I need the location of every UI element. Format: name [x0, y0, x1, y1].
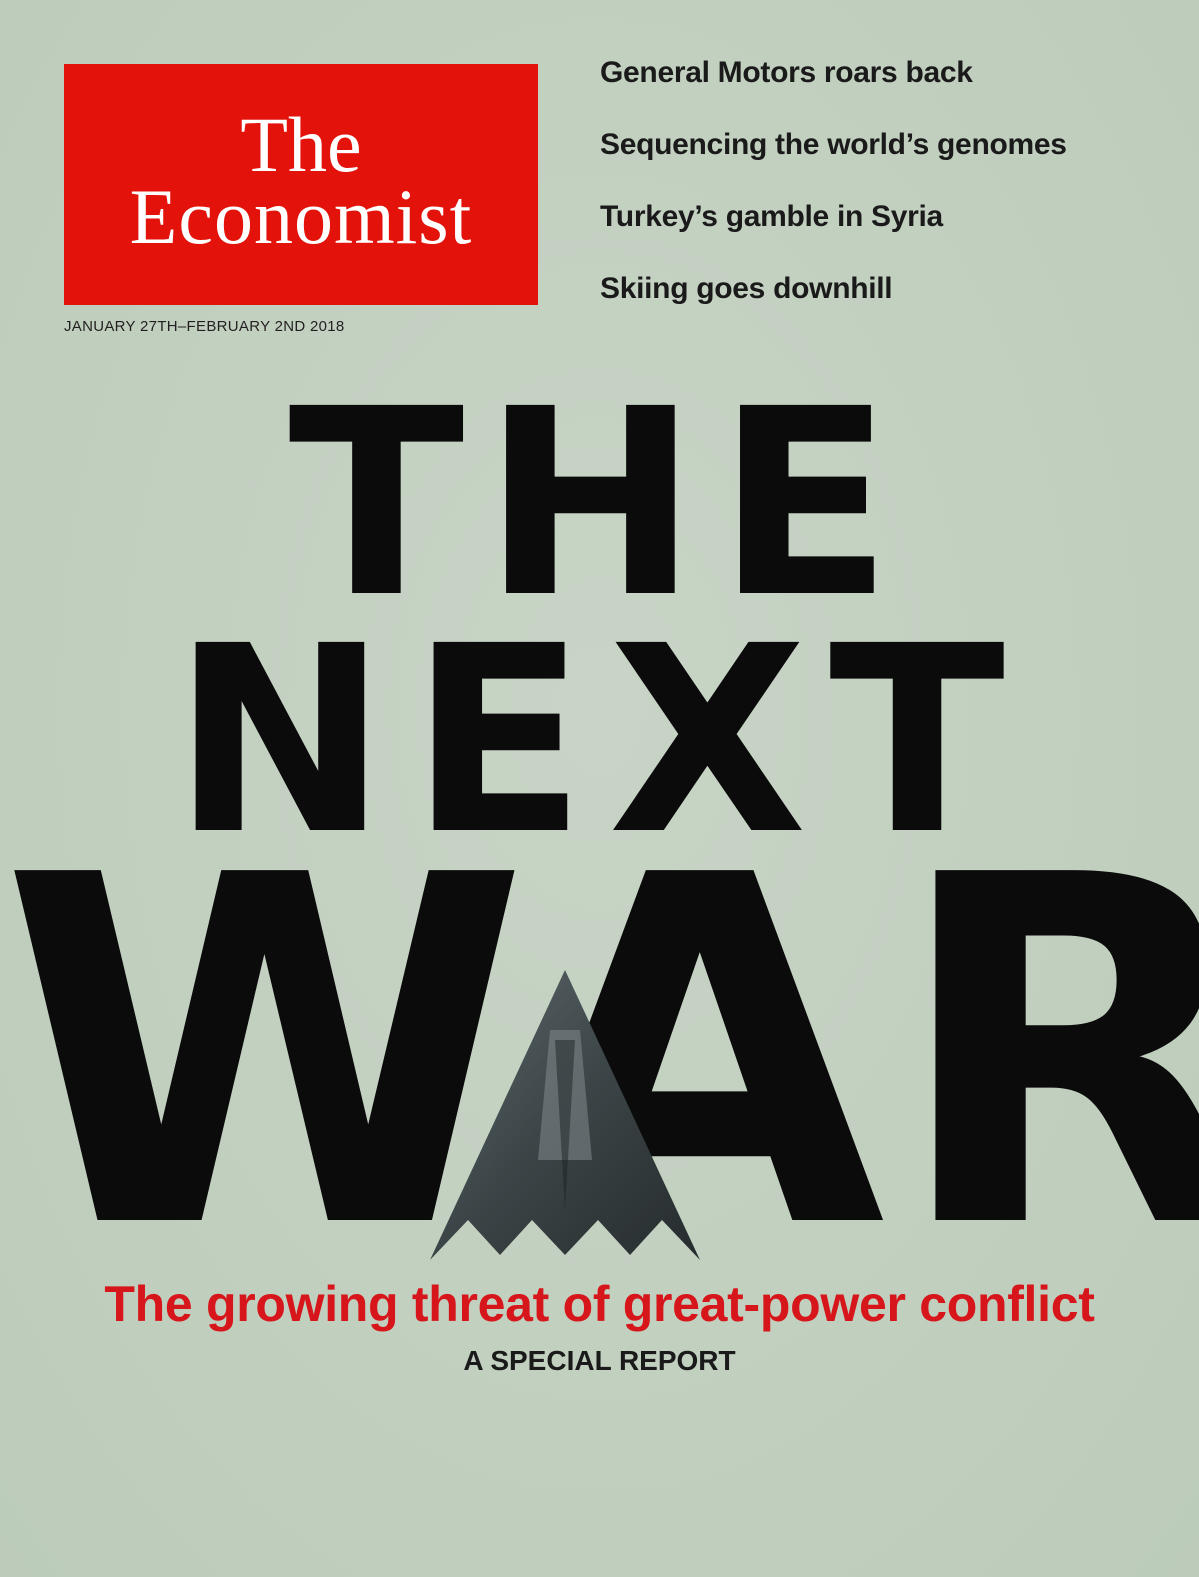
headline-item[interactable]: Turkey’s gamble in Syria	[600, 200, 943, 233]
issue-date: JANUARY 27TH–FEBRUARY 2ND 2018	[64, 318, 345, 335]
cover-title-the: THE	[288, 354, 911, 654]
headline-item[interactable]: Skiing goes downhill	[600, 272, 893, 305]
masthead-economist: Economist	[129, 173, 473, 260]
special-report-label: A SPECIAL REPORT	[463, 1345, 736, 1376]
masthead-logo[interactable]: The Economist	[64, 64, 538, 305]
cover-subtitle: The growing threat of great-power confli…	[104, 1276, 1095, 1332]
headline-item[interactable]: Sequencing the world’s genomes	[600, 128, 1067, 161]
masthead-the: The	[240, 101, 362, 188]
headline-item[interactable]: General Motors roars back	[600, 56, 973, 89]
stealth-bomber-icon	[430, 970, 700, 1260]
cover-title-next: NEXT	[171, 591, 1028, 891]
